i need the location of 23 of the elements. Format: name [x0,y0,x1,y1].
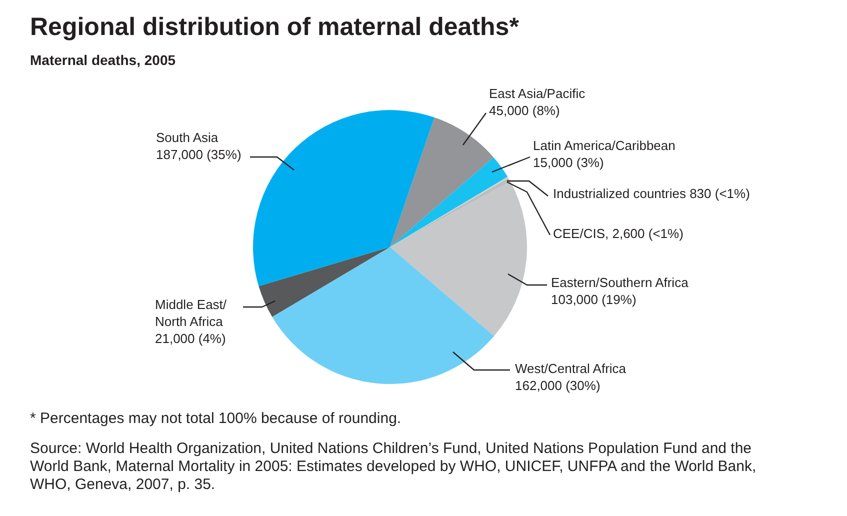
slice-label: Industrialized countries 830 (<1%) [553,186,750,201]
slice-label: CEE/CIS, 2,600 (<1%) [553,226,684,241]
pie-slice [253,110,434,286]
slice-label: Middle East/ North Africa [155,297,227,329]
pie-slice [390,157,508,247]
chart-title: Regional distribution of maternal deaths* [30,13,520,41]
chart-subtitle: Maternal deaths, 2005 [30,52,176,68]
source-note: Source: World Health Organization, United Nations Children’s Fund, United Nations Population Fund and the World Bank, Maternal Mortality in 2005: Estimates developed by WHO, UNICEF, UNFPA and the World Bank, WHO, Geneva, 2007, p. 35. [30,440,758,494]
slice-label: West/Central Africa [515,361,627,376]
slice-label: South Asia [156,130,219,145]
data-label: 187,000 (35%) [156,147,242,162]
data-label: 15,000 (3%) [533,155,604,170]
pie-slice [390,117,494,247]
text: * Percentages may not total 100% because of rounding. [30,410,402,428]
data-label: 162,000 (30%) [515,378,600,393]
slice-label: East Asia/Pacific [489,86,586,101]
data-label: 103,000 (19%) [551,292,636,307]
data-label: 45,000 (8%) [489,103,560,118]
slice-label: Eastern/Southern Africa [551,275,690,290]
pie-slice [272,247,494,384]
data-label: 21,000 (4%) [155,331,226,346]
pie-slice [258,247,390,317]
slice-label: Latin America/Caribbean [533,138,676,153]
